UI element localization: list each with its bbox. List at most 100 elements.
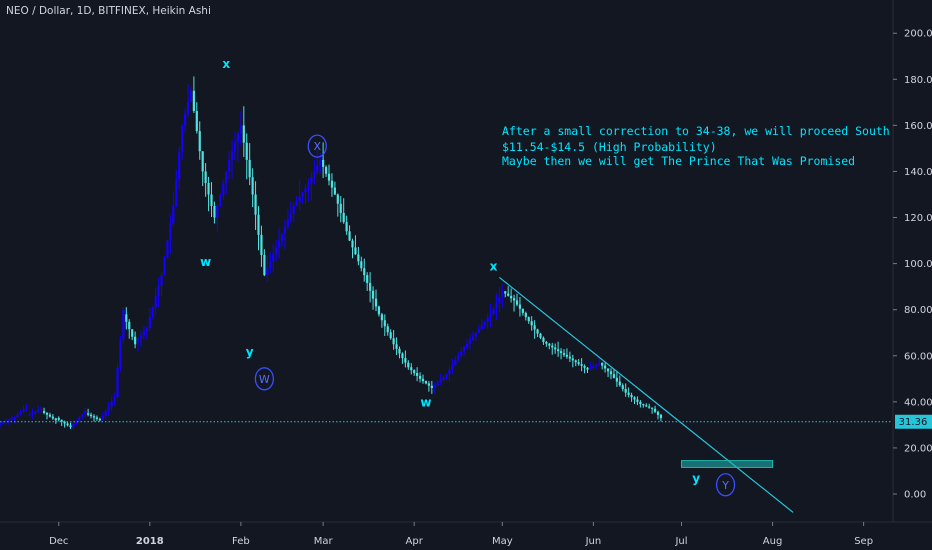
candle-body[interactable] xyxy=(427,383,430,386)
candle-body[interactable] xyxy=(216,206,219,218)
candle-body[interactable] xyxy=(186,102,190,114)
candle-body[interactable] xyxy=(618,381,621,386)
candle-body[interactable] xyxy=(527,317,530,322)
trendline[interactable] xyxy=(499,276,794,513)
candle-body[interactable] xyxy=(316,165,319,172)
candle-body[interactable] xyxy=(213,206,216,218)
candle-body[interactable] xyxy=(592,366,595,368)
candle-body[interactable] xyxy=(322,159,325,167)
candle-body[interactable] xyxy=(574,360,577,363)
candle-body[interactable] xyxy=(645,405,648,407)
candle-body[interactable] xyxy=(37,410,40,412)
candle-body[interactable] xyxy=(57,417,60,420)
candle-body[interactable] xyxy=(254,194,257,215)
candle-body[interactable] xyxy=(389,332,392,339)
candle-body[interactable] xyxy=(339,203,342,213)
candle-body[interactable] xyxy=(327,173,331,181)
candle-body[interactable] xyxy=(257,214,260,235)
candle-body[interactable] xyxy=(639,401,642,405)
candle-body[interactable] xyxy=(451,364,454,370)
candle-body[interactable] xyxy=(319,159,322,166)
candle-body[interactable] xyxy=(536,329,539,334)
target-zone[interactable] xyxy=(681,460,774,468)
candle-body[interactable] xyxy=(25,406,28,410)
candle-body[interactable] xyxy=(242,125,245,143)
candle-body[interactable] xyxy=(324,166,328,174)
candle-body[interactable] xyxy=(460,351,463,356)
candle-body[interactable] xyxy=(421,378,425,382)
candle-body[interactable] xyxy=(275,247,278,255)
candle-body[interactable] xyxy=(169,223,172,241)
candle-body[interactable] xyxy=(418,375,422,379)
candle-body[interactable] xyxy=(13,417,16,421)
candle-body[interactable] xyxy=(401,353,404,359)
candle-body[interactable] xyxy=(392,338,395,345)
candle-body[interactable] xyxy=(163,257,166,276)
candle-body[interactable] xyxy=(230,151,234,160)
candle-body[interactable] xyxy=(157,285,160,297)
candle-body[interactable] xyxy=(595,364,598,367)
candle-body[interactable] xyxy=(289,212,292,220)
candle-body[interactable] xyxy=(116,368,119,398)
candle-body[interactable] xyxy=(228,159,231,172)
candle-body[interactable] xyxy=(48,414,52,417)
candle-body[interactable] xyxy=(330,180,334,188)
candle-body[interactable] xyxy=(142,331,146,336)
candle-body[interactable] xyxy=(357,254,360,262)
candle-body[interactable] xyxy=(630,394,633,398)
candle-body[interactable] xyxy=(280,233,284,241)
candle-body[interactable] xyxy=(154,296,157,307)
candle-body[interactable] xyxy=(377,306,381,315)
candle-body[interactable] xyxy=(0,423,2,425)
candle-body[interactable] xyxy=(510,295,513,299)
candle-body[interactable] xyxy=(624,388,627,393)
candle-body[interactable] xyxy=(501,291,504,298)
candle-body[interactable] xyxy=(192,90,195,111)
candle-body[interactable] xyxy=(225,171,228,183)
candle-body[interactable] xyxy=(22,409,25,412)
candle-body[interactable] xyxy=(89,414,93,417)
candle-body[interactable] xyxy=(539,333,542,338)
candle-body[interactable] xyxy=(498,297,501,303)
candle-body[interactable] xyxy=(524,312,527,318)
candle-body[interactable] xyxy=(533,325,536,330)
candle-body[interactable] xyxy=(351,240,354,248)
candle-body[interactable] xyxy=(175,179,178,207)
candle-body[interactable] xyxy=(474,332,477,337)
candle-body[interactable] xyxy=(272,254,275,262)
candle-body[interactable] xyxy=(486,317,489,322)
candle-body[interactable] xyxy=(207,182,210,195)
candle-body[interactable] xyxy=(383,320,386,327)
candle-body[interactable] xyxy=(542,337,545,342)
candle-body[interactable] xyxy=(342,212,345,223)
candle-body[interactable] xyxy=(172,206,175,224)
candle-body[interactable] xyxy=(445,374,448,377)
candle-body[interactable] xyxy=(374,298,378,307)
candle-body[interactable] xyxy=(42,411,46,413)
candle-body[interactable] xyxy=(659,414,663,418)
candle-body[interactable] xyxy=(113,397,116,402)
candle-body[interactable] xyxy=(40,408,43,411)
candle-body[interactable] xyxy=(471,336,475,341)
candle-body[interactable] xyxy=(653,408,657,412)
candle-body[interactable] xyxy=(439,379,442,383)
candle-body[interactable] xyxy=(604,365,607,369)
candle-body[interactable] xyxy=(477,329,480,333)
candle-body[interactable] xyxy=(134,336,137,345)
candle-body[interactable] xyxy=(183,113,187,126)
candle-body[interactable] xyxy=(286,219,289,227)
candle-body[interactable] xyxy=(648,406,651,408)
candle-body[interactable] xyxy=(442,376,445,380)
candle-body[interactable] xyxy=(7,419,10,421)
plot-layer[interactable] xyxy=(0,76,663,431)
candle-body[interactable] xyxy=(448,369,451,375)
candle-body[interactable] xyxy=(19,411,22,415)
candle-body[interactable] xyxy=(463,347,466,352)
candle-body[interactable] xyxy=(386,326,389,333)
candle-body[interactable] xyxy=(16,414,19,418)
candle-body[interactable] xyxy=(210,194,213,207)
candle-body[interactable] xyxy=(465,343,469,348)
candle-body[interactable] xyxy=(69,425,72,428)
candle-body[interactable] xyxy=(72,423,75,428)
candle-body[interactable] xyxy=(1,422,5,424)
